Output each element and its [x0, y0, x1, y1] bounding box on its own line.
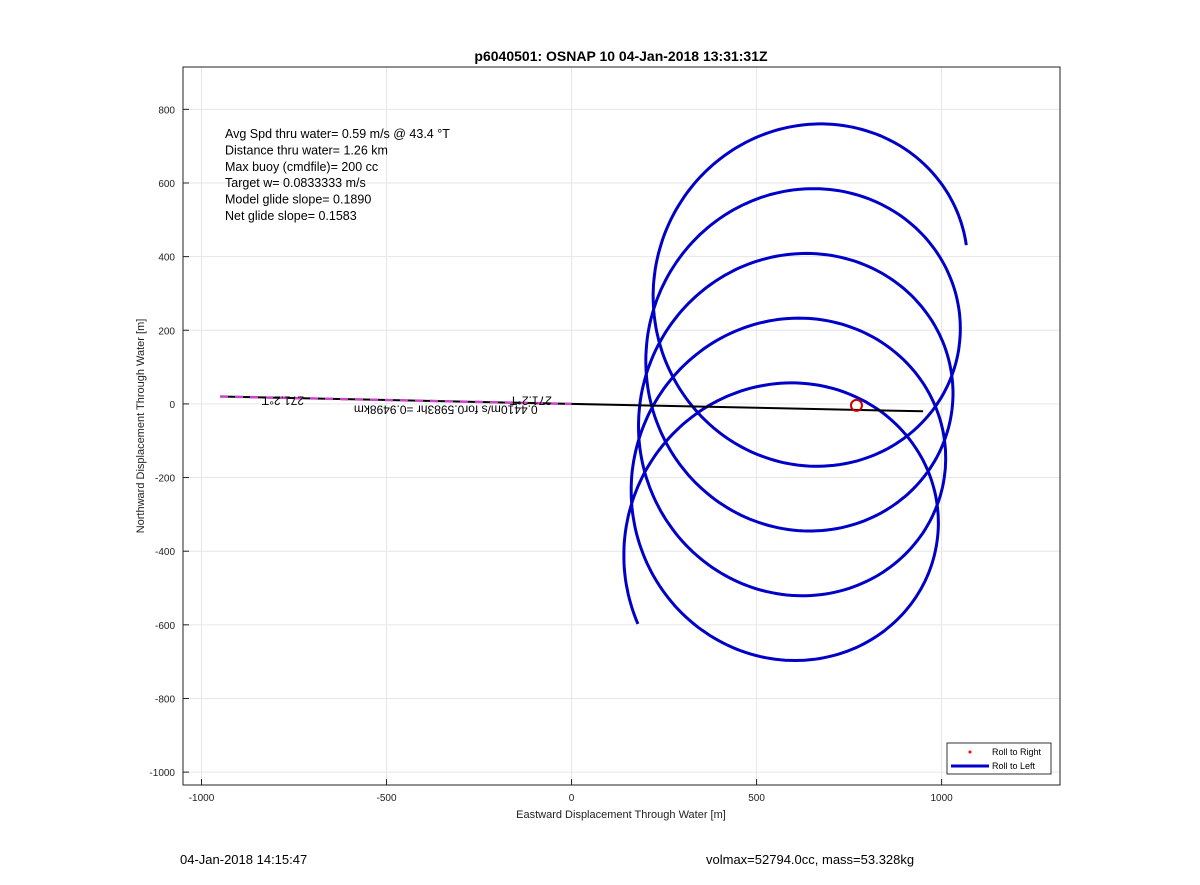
- x-axis-label: Eastward Displacement Through Water [m]: [516, 809, 726, 821]
- legend-label-roll-right: Roll to Right: [992, 747, 1042, 757]
- legend-marker-roll-right: [968, 750, 972, 754]
- info-line: Avg Spd thru water= 0.59 m/s @ 43.4 °T: [225, 127, 450, 141]
- grid-lines: [183, 67, 1060, 785]
- x-tick-label: 0: [569, 793, 575, 804]
- x-tick-label: -500: [377, 793, 397, 804]
- legend-label-roll-left: Roll to Left: [992, 761, 1036, 771]
- trajectory-annotation: 271.2°T: [509, 394, 552, 408]
- series-roll-to-left: [622, 122, 968, 663]
- x-axis-ticks: -1000 -500 0 500 1000: [189, 779, 953, 804]
- series-net-displacement: [219, 395, 924, 413]
- footer-timestamp: 04-Jan-2018 14:15:47: [180, 852, 308, 867]
- legend-box: [946, 742, 1052, 775]
- trajectory-annotation: 271.2°T: [261, 394, 304, 408]
- y-tick-label: 200: [158, 326, 175, 337]
- plot-area: [219, 122, 968, 663]
- y-tick-label: -600: [155, 621, 175, 632]
- info-line: Max buoy (cmdfile)= 200 cc: [225, 160, 378, 174]
- info-line: Target w= 0.0833333 m/s: [225, 176, 366, 190]
- series-dashed-heading: [219, 395, 572, 406]
- y-axis-label: Northward Displacement Through Water [m]: [135, 319, 147, 534]
- info-text-block: Avg Spd thru water= 0.59 m/s @ 43.4 °T Di…: [225, 127, 450, 223]
- y-tick-label: -1000: [149, 768, 175, 779]
- y-tick-label: 400: [158, 253, 175, 264]
- info-line: Distance thru water= 1.26 km: [225, 143, 388, 157]
- chart-title: p6040501: OSNAP 10 04-Jan-2018 13:31:31Z: [474, 48, 768, 64]
- info-line: Net glide slope= 0.1583: [225, 209, 357, 223]
- y-tick-label: 0: [169, 400, 175, 411]
- trajectory-annotation: 0.4410m/s for0.5983hr =0.9498km: [354, 402, 538, 416]
- y-tick-label: -200: [155, 474, 175, 485]
- x-tick-label: 500: [748, 793, 765, 804]
- y-tick-label: 800: [158, 105, 175, 116]
- y-tick-label: 600: [158, 179, 175, 190]
- info-line: Model glide slope= 0.1890: [225, 193, 371, 207]
- footer-summary: volmax=52794.0cc, mass=53.328kg: [706, 852, 915, 867]
- end-position-marker: [849, 398, 863, 412]
- plot-frame: [182, 66, 1061, 786]
- annotations: 271.2°T 271.2°T0.4410m/s for0.5983hr =0.9…: [261, 394, 552, 417]
- x-tick-label: 1000: [930, 793, 953, 804]
- y-tick-label: -800: [155, 694, 175, 705]
- y-axis-ticks: -1000 -800 -600 -400 -200 0 200 400 600 800: [149, 105, 189, 779]
- x-tick-label: -1000: [189, 793, 215, 804]
- legend: Roll to Right Roll to Left: [946, 742, 1052, 775]
- y-tick-label: -400: [155, 547, 175, 558]
